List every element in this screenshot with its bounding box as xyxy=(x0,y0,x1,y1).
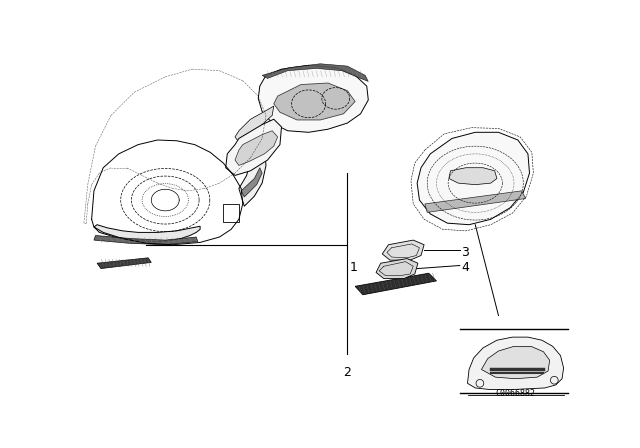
Polygon shape xyxy=(239,131,266,206)
Polygon shape xyxy=(376,258,418,279)
Polygon shape xyxy=(94,236,198,245)
Polygon shape xyxy=(467,337,564,389)
Text: 3: 3 xyxy=(461,246,469,259)
Polygon shape xyxy=(262,64,368,82)
Polygon shape xyxy=(425,191,525,212)
Polygon shape xyxy=(417,132,529,225)
Polygon shape xyxy=(97,258,151,269)
Polygon shape xyxy=(94,225,200,241)
Polygon shape xyxy=(449,168,497,185)
Polygon shape xyxy=(223,204,239,222)
Polygon shape xyxy=(259,65,368,132)
Polygon shape xyxy=(274,83,355,120)
Polygon shape xyxy=(235,106,274,142)
Text: C0066882: C0066882 xyxy=(495,389,536,398)
Text: 4: 4 xyxy=(461,261,469,274)
Polygon shape xyxy=(355,273,436,295)
Polygon shape xyxy=(241,168,262,197)
Text: 2: 2 xyxy=(344,366,351,379)
Text: 1: 1 xyxy=(349,261,358,274)
Polygon shape xyxy=(226,119,282,176)
Polygon shape xyxy=(235,131,278,165)
Polygon shape xyxy=(382,240,424,260)
Polygon shape xyxy=(481,346,550,379)
